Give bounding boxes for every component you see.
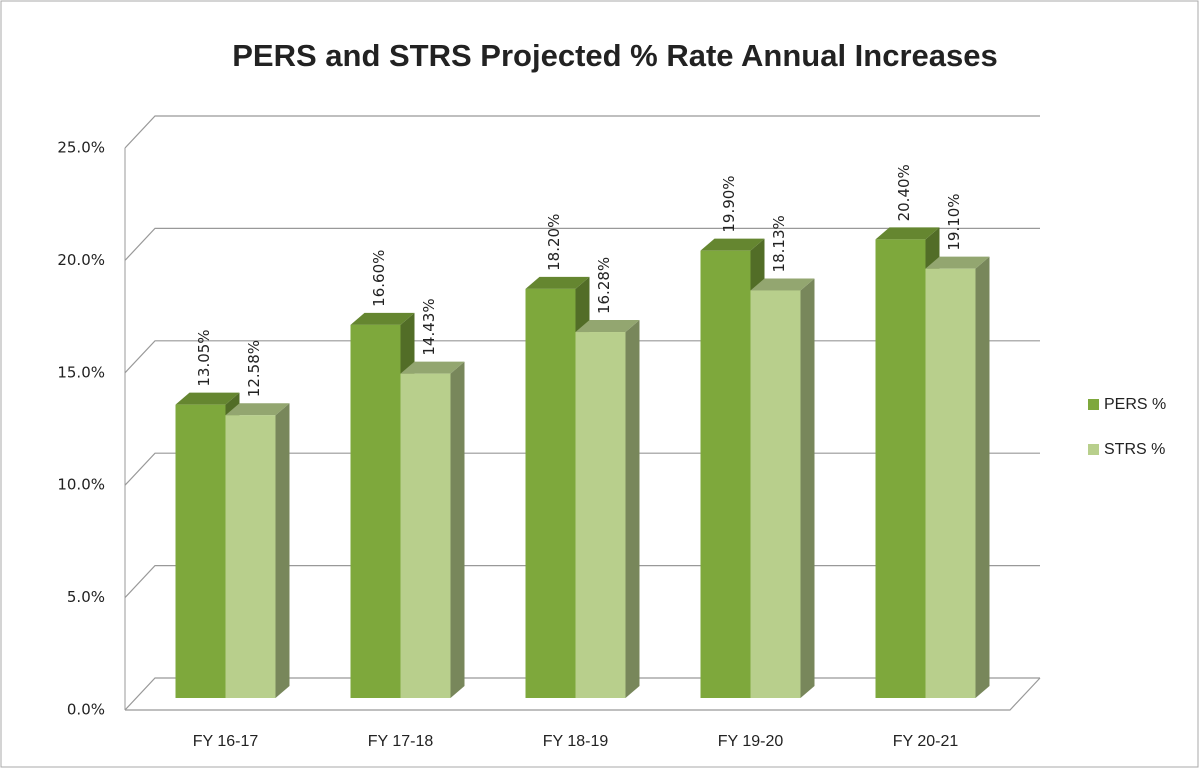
bar xyxy=(875,239,926,698)
legend-swatch xyxy=(1088,399,1099,410)
bar xyxy=(925,268,976,698)
value-label: 13.05% xyxy=(195,329,213,386)
value-label: 18.20% xyxy=(545,214,563,271)
value-label: 19.10% xyxy=(945,193,963,250)
x-tick-label: FY 19-20 xyxy=(718,733,784,750)
y-tick-label: 0.0% xyxy=(67,701,105,719)
y-tick-label: 5.0% xyxy=(67,588,105,606)
value-label: 12.58% xyxy=(245,340,263,397)
x-tick-label: FY 20-21 xyxy=(893,733,959,750)
bar-top xyxy=(175,392,240,405)
bar-side xyxy=(275,403,290,698)
bar-top xyxy=(400,361,465,374)
bar xyxy=(175,404,226,698)
bar-top xyxy=(750,278,815,291)
legend-label: PERS % xyxy=(1104,396,1166,413)
bar xyxy=(700,250,751,698)
legend-label: STRS % xyxy=(1104,441,1165,458)
bar-top xyxy=(225,403,290,416)
x-tick-label: FY 17-18 xyxy=(368,733,434,750)
value-label: 18.13% xyxy=(770,215,788,272)
value-label: 14.43% xyxy=(420,298,438,355)
grid-line xyxy=(124,115,1040,149)
value-label: 16.28% xyxy=(595,257,613,314)
value-label: 20.40% xyxy=(895,164,913,221)
bar-top xyxy=(875,227,940,240)
value-label: 19.90% xyxy=(720,175,738,232)
bar xyxy=(350,324,401,698)
bar-side xyxy=(800,278,815,698)
bar-top xyxy=(925,256,990,269)
bar xyxy=(400,373,451,698)
x-tick-label: FY 18-19 xyxy=(543,733,609,750)
bar xyxy=(225,415,276,698)
floor-edge xyxy=(125,677,1041,711)
chart-title: PERS and STRS Projected % Rate Annual In… xyxy=(232,38,997,73)
value-label: 16.60% xyxy=(370,250,388,307)
bar-top xyxy=(700,238,765,251)
bar-side xyxy=(450,361,465,698)
bar xyxy=(525,288,576,698)
y-tick-label: 10.0% xyxy=(57,476,105,494)
y-tick-label: 20.0% xyxy=(57,251,105,269)
bar-side xyxy=(625,320,640,698)
bar xyxy=(750,290,801,698)
grid-line xyxy=(124,227,1040,261)
y-tick-label: 15.0% xyxy=(57,363,105,381)
bar-top xyxy=(350,312,415,325)
y-tick-label: 25.0% xyxy=(57,139,105,157)
bar-top xyxy=(575,320,640,333)
x-tick-label: FY 16-17 xyxy=(193,733,259,750)
legend-swatch xyxy=(1088,444,1099,455)
bar-side xyxy=(975,256,990,698)
bar xyxy=(575,332,626,698)
bar-top xyxy=(525,276,590,289)
